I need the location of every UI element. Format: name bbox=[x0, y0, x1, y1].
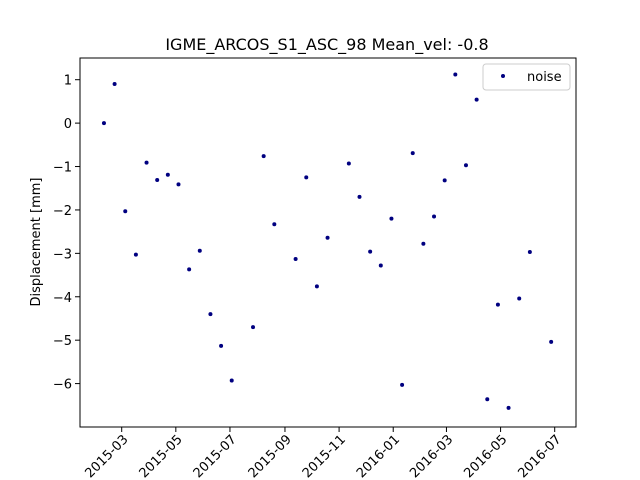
data-point bbox=[229, 378, 234, 383]
data-point bbox=[314, 284, 319, 289]
y-tick-label: 1 bbox=[64, 74, 72, 89]
data-point bbox=[432, 214, 437, 219]
series-noise bbox=[101, 72, 554, 410]
data-point bbox=[357, 194, 362, 199]
data-point bbox=[144, 160, 149, 165]
data-point bbox=[176, 182, 181, 187]
data-point bbox=[251, 325, 256, 330]
data-point bbox=[549, 339, 554, 344]
data-point bbox=[463, 163, 468, 168]
y-axis-title: Displacement [mm] bbox=[29, 178, 44, 307]
data-point bbox=[272, 222, 277, 227]
data-point bbox=[304, 175, 309, 180]
data-point bbox=[197, 248, 202, 253]
plot-area bbox=[79, 57, 577, 428]
data-point bbox=[368, 249, 373, 254]
data-point bbox=[325, 235, 330, 240]
data-point bbox=[410, 151, 415, 156]
data-point bbox=[187, 267, 192, 272]
y-tick-label: −4 bbox=[53, 291, 72, 306]
legend-marker bbox=[501, 74, 505, 78]
legend-box bbox=[482, 63, 571, 91]
data-point bbox=[495, 302, 500, 307]
data-point bbox=[527, 250, 532, 255]
data-point bbox=[155, 177, 160, 182]
legend-label: noise bbox=[527, 70, 562, 85]
data-point bbox=[219, 343, 224, 348]
data-point bbox=[421, 241, 426, 246]
y-axis: 1 0 −1 −2 −3 −4 −5 −6 bbox=[53, 74, 80, 393]
data-point bbox=[506, 405, 511, 410]
y-tick-label: −1 bbox=[53, 161, 72, 176]
data-point bbox=[123, 209, 128, 214]
y-tick-label: −6 bbox=[53, 378, 72, 393]
data-point bbox=[442, 178, 447, 183]
y-tick-label: −5 bbox=[53, 334, 72, 349]
data-point bbox=[133, 252, 138, 257]
plot-frame bbox=[79, 57, 577, 428]
data-point bbox=[453, 72, 458, 77]
y-tick-label: 0 bbox=[64, 117, 72, 132]
data-point bbox=[101, 121, 106, 126]
data-point bbox=[208, 312, 213, 317]
legend: noise bbox=[482, 63, 571, 91]
data-point bbox=[112, 82, 117, 87]
data-point bbox=[517, 296, 522, 301]
y-tick-label: −3 bbox=[53, 247, 72, 262]
data-point bbox=[485, 397, 490, 402]
data-point bbox=[261, 154, 266, 159]
y-tick-label: −2 bbox=[53, 204, 72, 219]
data-point bbox=[400, 382, 405, 387]
data-point bbox=[389, 216, 394, 221]
data-point bbox=[293, 256, 298, 261]
data-point bbox=[165, 172, 170, 177]
data-point bbox=[378, 263, 383, 268]
data-point bbox=[346, 161, 351, 166]
data-point bbox=[474, 97, 479, 102]
chart-title: IGME_ARCOS_S1_ASC_98 Mean_vel: -0.8 bbox=[165, 35, 488, 55]
